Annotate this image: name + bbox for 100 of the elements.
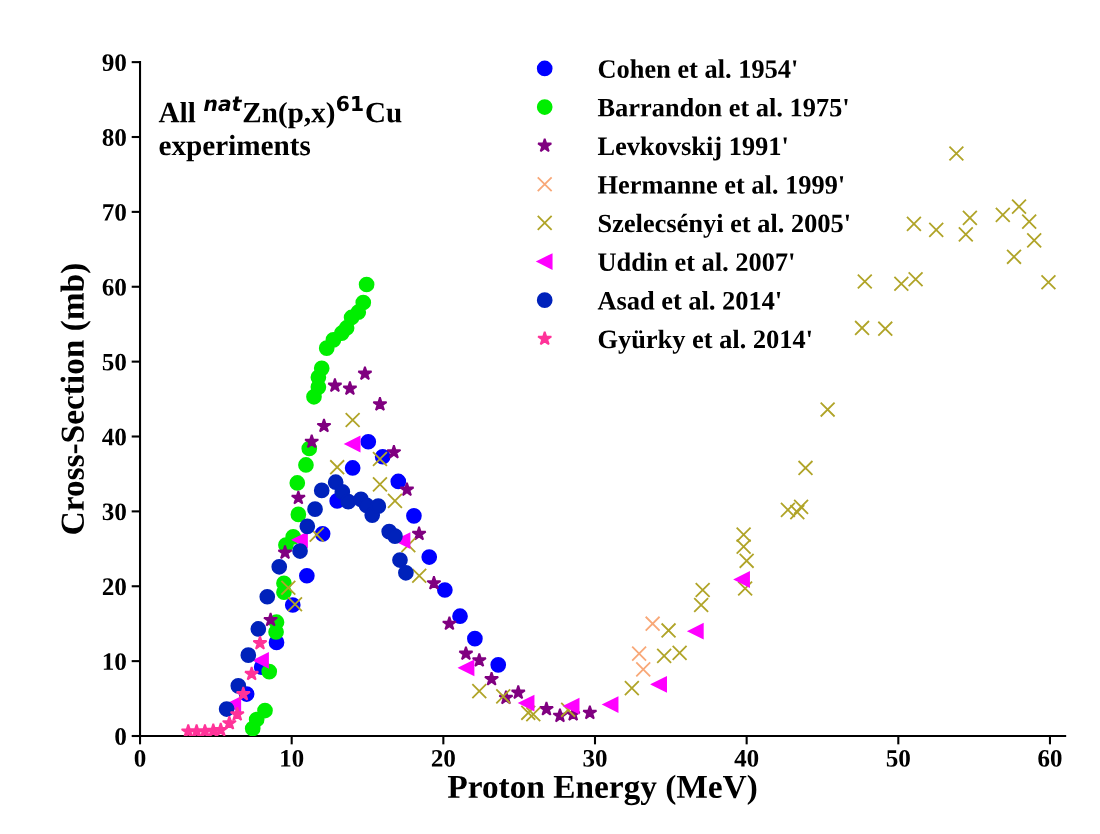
point — [484, 671, 500, 686]
point — [635, 661, 652, 678]
legend-label: Levkovskij 1991' — [597, 136, 787, 161]
legend-label: Uddin et al. 2007' — [598, 252, 794, 272]
legend-label: Cohen et al. 1954' — [598, 59, 797, 79]
y-tick-label: 10 — [103, 653, 126, 671]
point — [313, 482, 330, 499]
y-tick-label: 90 — [102, 54, 126, 72]
point — [221, 715, 237, 730]
point — [411, 525, 427, 541]
point — [797, 460, 814, 476]
point — [738, 552, 755, 569]
point — [399, 481, 415, 497]
point — [928, 222, 945, 238]
point — [510, 684, 526, 700]
point — [602, 696, 619, 713]
point — [329, 459, 346, 476]
point — [693, 597, 710, 613]
point — [1006, 248, 1022, 265]
point — [856, 273, 873, 290]
point — [387, 493, 403, 509]
point — [316, 418, 332, 433]
point — [563, 698, 580, 714]
point — [344, 460, 361, 476]
point — [411, 567, 428, 584]
point — [387, 528, 403, 544]
point — [235, 686, 251, 701]
point — [344, 436, 361, 452]
x-tick-label: 30 — [583, 749, 607, 767]
legend-label: Gyürky et al. 2014' — [598, 329, 811, 354]
point — [1011, 198, 1027, 215]
point — [290, 490, 306, 505]
point — [426, 575, 442, 590]
point — [582, 704, 598, 720]
point — [877, 320, 894, 337]
point — [560, 701, 577, 718]
point — [386, 444, 402, 459]
point — [520, 704, 537, 721]
point — [355, 294, 372, 311]
point — [735, 538, 752, 555]
point — [624, 680, 640, 696]
point — [307, 501, 323, 517]
point — [327, 377, 343, 393]
point — [229, 706, 245, 721]
point — [1026, 232, 1043, 249]
point — [441, 615, 457, 631]
x-tick-label: 0 — [134, 749, 146, 767]
point — [735, 526, 752, 543]
y-tick-label: 50 — [102, 353, 126, 371]
x-tick-label: 50 — [886, 749, 910, 767]
point — [734, 571, 750, 588]
y-tick-label: 30 — [102, 503, 126, 521]
point — [280, 579, 297, 596]
point — [392, 552, 408, 568]
point — [1021, 213, 1038, 230]
point — [819, 401, 836, 418]
point — [467, 630, 483, 647]
point — [370, 498, 387, 514]
point — [687, 623, 704, 640]
y-tick-label: 0 — [115, 728, 126, 745]
point — [994, 207, 1011, 223]
point — [400, 537, 417, 553]
point — [250, 621, 267, 637]
point — [538, 701, 554, 716]
point — [644, 615, 661, 632]
y-tick-label: 60 — [102, 278, 126, 296]
point — [437, 582, 453, 598]
point — [421, 549, 438, 565]
point — [525, 706, 542, 723]
point — [358, 276, 375, 293]
point — [313, 360, 330, 377]
point — [263, 612, 279, 627]
point — [213, 722, 229, 737]
legend-label: Szelecsényi et al. 2005' — [598, 213, 850, 238]
point — [694, 582, 711, 598]
y-tick-label: 80 — [102, 129, 126, 146]
point — [957, 226, 974, 243]
point — [261, 663, 278, 680]
point — [948, 145, 965, 162]
text: All $^{nat}$Zn(p,x)$^{61}$Cu experiments — [158, 95, 402, 162]
point — [259, 588, 276, 605]
point — [289, 475, 306, 491]
point — [907, 271, 924, 288]
point — [737, 580, 753, 597]
point — [218, 701, 235, 717]
legend-label: Asad et al. 2014' — [597, 291, 781, 310]
point — [518, 695, 535, 711]
point — [277, 544, 293, 560]
x-tick-label: 40 — [734, 749, 759, 767]
point — [906, 216, 922, 232]
point — [304, 433, 320, 449]
point — [651, 676, 667, 693]
point — [471, 683, 488, 699]
y-tick-label: 20 — [102, 578, 126, 596]
y-tick-label: 40 — [102, 428, 126, 446]
point — [342, 380, 358, 396]
point — [660, 622, 677, 639]
point — [631, 645, 647, 662]
x-axis-title: Proton Energy (MeV) — [447, 774, 757, 806]
point — [252, 635, 268, 650]
